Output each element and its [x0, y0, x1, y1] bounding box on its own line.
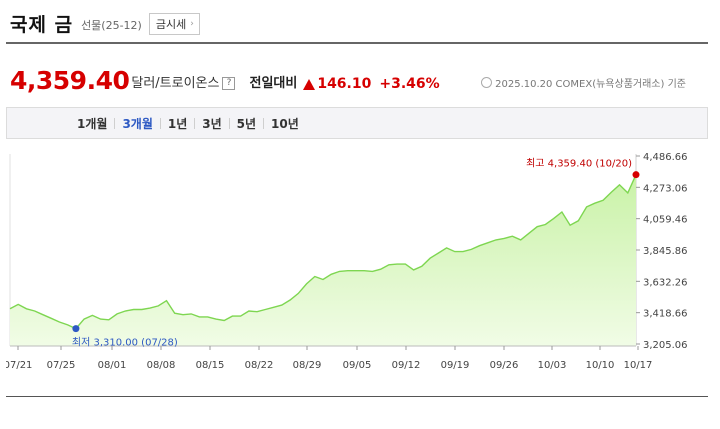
tab-1-year[interactable]: 1년 — [167, 116, 188, 131]
y-tick-label: 4,059.46 — [643, 215, 688, 226]
x-tick-label: 08/08 — [147, 360, 176, 371]
tab-separator — [263, 117, 265, 129]
max-price-marker — [632, 171, 640, 179]
gold-quote-label: 금시세 — [155, 18, 187, 31]
x-tick-label: 07/21 — [6, 360, 32, 371]
page-title: 국제 금 — [10, 13, 74, 36]
x-tick-label: 08/29 — [293, 360, 322, 371]
y-tick-label: 4,486.66 — [643, 152, 688, 163]
x-tick-label: 09/12 — [392, 360, 421, 371]
y-tick-label: 3,205.06 — [643, 340, 688, 351]
help-icon[interactable]: ? — [222, 77, 236, 90]
x-tick-label: 10/03 — [538, 360, 567, 371]
x-tick-label: 09/26 — [490, 360, 519, 371]
tab-3-year[interactable]: 3년 — [202, 116, 222, 131]
tab-3-month[interactable]: 3개월 — [122, 116, 153, 131]
chevron-right-icon: › — [190, 19, 194, 29]
footer-divider — [6, 396, 708, 397]
tab-10-year[interactable]: 10년 — [271, 116, 299, 131]
change-label: 전일대비 — [249, 76, 298, 91]
header: 국제 금 선물(25-12) 금시세 › — [10, 8, 200, 38]
tab-1-month[interactable]: 1개월 — [77, 116, 108, 131]
tab-separator — [159, 117, 161, 129]
y-tick-label: 3,418.66 — [643, 309, 688, 320]
x-tick-label: 08/22 — [245, 360, 274, 371]
y-tick-label: 4,273.06 — [643, 183, 688, 194]
y-tick-label: 3,845.86 — [643, 246, 688, 257]
price-chart[interactable]: 4,486.66 4,273.06 4,059.46 3,845.86 3,632.26… — [6, 146, 708, 378]
price-line — [9, 174, 637, 330]
min-price-marker — [72, 325, 80, 333]
y-tick-label: 3,632.26 — [643, 277, 688, 288]
price-change-value: 146.10 — [317, 76, 372, 92]
tab-separator — [194, 117, 196, 129]
max-price-label: 최고 4,359.40 (10/20) — [526, 158, 632, 170]
price-chart-svg: 4,486.66 4,273.06 4,059.46 3,845.86 3,632.26… — [6, 152, 688, 371]
contract-subtitle: 선물(25-12) — [81, 19, 142, 32]
x-tick-label: 07/25 — [47, 360, 76, 371]
x-tick-label: 08/01 — [98, 360, 127, 371]
date-info-text: 2025.10.20 COMEX(뉴욕상품거래소) 기준 — [495, 79, 686, 90]
date-info: 2025.10.20 COMEX(뉴욕상품거래소) 기준 — [481, 75, 686, 90]
min-price-label: 최저 3,310.00 (07/28) — [72, 337, 178, 349]
price-change: 146.10 — [303, 76, 371, 92]
tab-separator — [228, 117, 230, 129]
current-price: 4,359.40 — [10, 66, 130, 95]
x-tick-label: 08/15 — [196, 360, 225, 371]
gold-quote-button[interactable]: 금시세 › — [148, 13, 200, 35]
price-area — [10, 174, 636, 346]
price-change-percent: +3.46% — [379, 76, 440, 92]
x-tick-label: 09/05 — [343, 360, 372, 371]
up-triangle-icon — [303, 78, 316, 90]
x-tick-label: 10/10 — [586, 360, 615, 371]
x-tick-label: 10/17 — [624, 360, 653, 371]
period-tabs: 1개월 3개월 1년 3년 5년 10년 — [6, 107, 708, 139]
price-summary: 4,359.40 달러/트로이온스 ? 전일대비 146.10 +3.46% 2… — [10, 60, 710, 96]
x-tick-label: 09/19 — [441, 360, 470, 371]
header-divider — [6, 42, 708, 44]
price-unit: 달러/트로이온스 — [131, 76, 220, 91]
clock-icon — [481, 77, 493, 88]
tab-separator — [114, 117, 116, 129]
tab-5-year[interactable]: 5년 — [236, 116, 257, 131]
